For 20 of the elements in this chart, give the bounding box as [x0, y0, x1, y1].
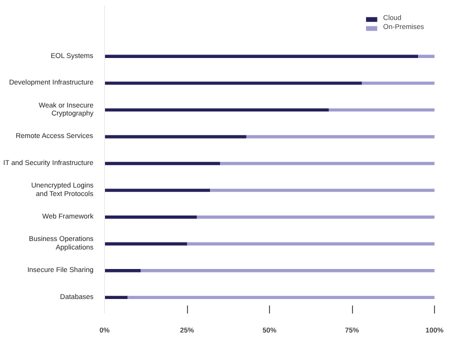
bar — [104, 296, 128, 300]
bar — [104, 269, 141, 272]
bar — [187, 242, 434, 246]
bar — [362, 82, 434, 85]
bar — [104, 242, 187, 246]
bar — [104, 54, 418, 58]
bar — [328, 108, 434, 112]
bar — [104, 188, 210, 192]
bar — [220, 162, 434, 166]
bar — [104, 215, 197, 219]
bar — [140, 269, 434, 272]
bar — [246, 135, 434, 138]
bar — [104, 108, 329, 112]
bar — [418, 54, 434, 58]
bar — [104, 162, 220, 166]
bar — [210, 188, 434, 192]
bar — [196, 215, 434, 219]
bar — [104, 82, 362, 85]
bar — [104, 135, 246, 138]
bar — [128, 296, 434, 300]
